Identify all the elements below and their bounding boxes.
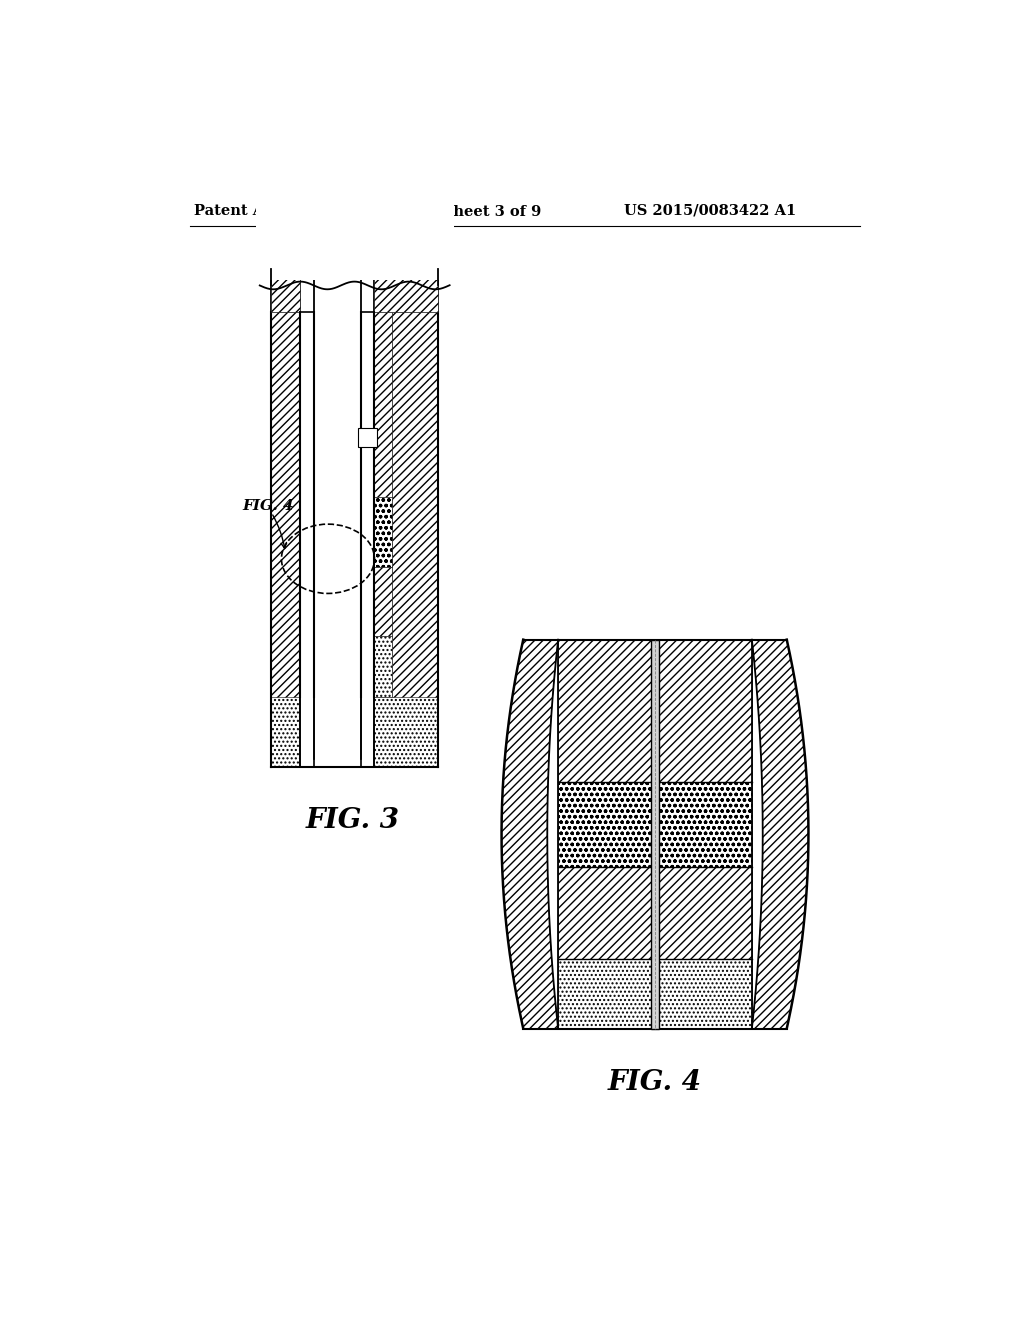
Bar: [558, 960, 651, 1028]
Polygon shape: [502, 640, 558, 1028]
Bar: [314, 313, 360, 767]
Bar: [271, 268, 300, 313]
Bar: [658, 781, 752, 867]
Bar: [658, 960, 752, 1028]
Bar: [300, 268, 314, 277]
Bar: [300, 313, 314, 767]
Bar: [360, 313, 375, 767]
Bar: [300, 636, 314, 697]
Bar: [360, 268, 375, 277]
Bar: [358, 428, 377, 447]
Bar: [658, 867, 752, 960]
Bar: [558, 867, 651, 960]
Bar: [375, 313, 391, 498]
Bar: [256, 158, 454, 280]
Bar: [658, 640, 752, 781]
Polygon shape: [752, 640, 809, 1028]
Bar: [271, 313, 300, 767]
Bar: [300, 566, 314, 636]
Text: FIG. 3: FIG. 3: [306, 807, 399, 834]
Bar: [558, 640, 651, 781]
Bar: [375, 636, 391, 697]
Text: Mar. 26, 2015  Sheet 3 of 9: Mar. 26, 2015 Sheet 3 of 9: [319, 203, 542, 218]
Bar: [300, 498, 314, 566]
Text: FIG. 4: FIG. 4: [242, 499, 294, 513]
Bar: [651, 640, 658, 1028]
Bar: [558, 781, 651, 867]
Text: US 2015/0083422 A1: US 2015/0083422 A1: [624, 203, 797, 218]
Bar: [300, 313, 314, 498]
Text: Patent Application Publication: Patent Application Publication: [194, 203, 445, 218]
Text: FIG. 4: FIG. 4: [608, 1069, 702, 1096]
Bar: [375, 566, 391, 636]
Bar: [375, 498, 391, 566]
Bar: [375, 268, 438, 313]
Bar: [271, 697, 438, 767]
Bar: [391, 313, 438, 767]
